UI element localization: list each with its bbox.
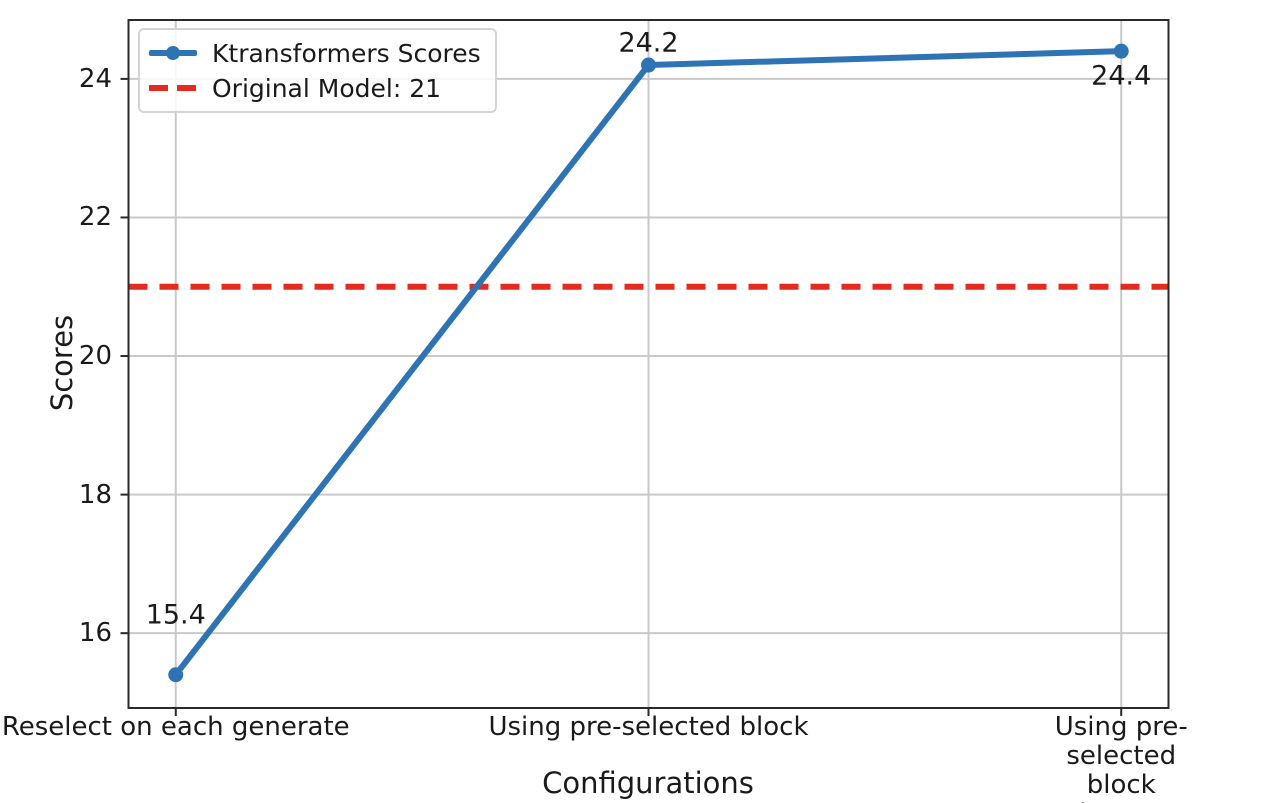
line-with-marker-icon xyxy=(149,38,197,68)
data-label: 24.4 xyxy=(1091,60,1152,92)
x-axis-title: Configurations xyxy=(542,766,754,800)
legend-entry-reference: Original Model: 21 xyxy=(149,73,481,103)
tick-marks xyxy=(120,77,1123,716)
legend-entry-series: Ktransformers Scores xyxy=(149,38,481,68)
gridlines xyxy=(128,20,1169,708)
y-tick-label: 24 xyxy=(78,63,112,94)
legend-label-reference: Original Model: 21 xyxy=(212,73,442,103)
y-axis-title: Scores xyxy=(45,314,79,412)
data-point-marker xyxy=(168,667,184,683)
y-tick-label: 22 xyxy=(78,202,112,233)
dashed-line-icon xyxy=(149,73,197,103)
legend: Ktransformers Scores Original Model: 21 xyxy=(138,28,497,113)
x-tick-label: Reselect on each generate xyxy=(1,712,350,742)
data-series xyxy=(168,43,1129,683)
y-tick-label: 16 xyxy=(78,618,112,649)
y-tick-label: 18 xyxy=(78,479,112,510)
x-tick-label: Using pre-selected block xyxy=(488,712,809,742)
data-label: 24.2 xyxy=(618,27,679,59)
data-label: 15.4 xyxy=(145,599,206,631)
data-point-marker xyxy=(641,57,656,73)
data-point-marker xyxy=(1113,43,1129,59)
y-tick-label: 20 xyxy=(78,341,112,372)
x-tick-label: Using pre-selected block First two layer… xyxy=(1054,712,1188,803)
legend-label-series: Ktransformers Scores xyxy=(212,38,481,68)
